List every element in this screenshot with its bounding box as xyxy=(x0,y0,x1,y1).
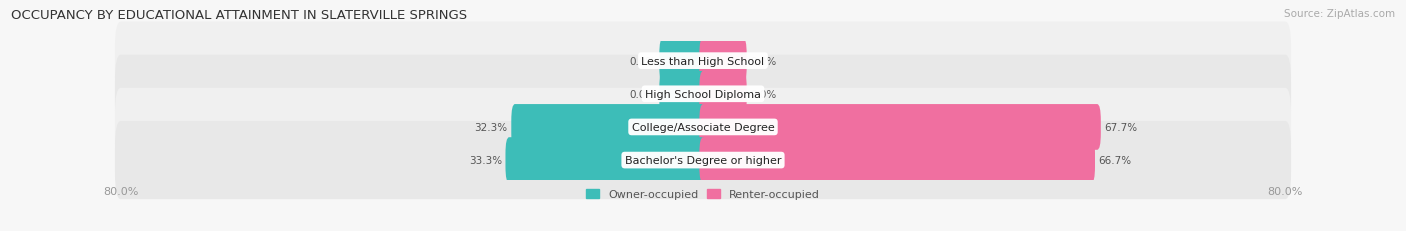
Text: College/Associate Degree: College/Associate Degree xyxy=(631,122,775,132)
FancyBboxPatch shape xyxy=(512,105,707,150)
Text: Less than High School: Less than High School xyxy=(641,56,765,66)
Text: OCCUPANCY BY EDUCATIONAL ATTAINMENT IN SLATERVILLE SPRINGS: OCCUPANCY BY EDUCATIONAL ATTAINMENT IN S… xyxy=(11,9,467,22)
Text: High School Diploma: High School Diploma xyxy=(645,89,761,99)
Text: 0.0%: 0.0% xyxy=(630,56,655,66)
FancyBboxPatch shape xyxy=(699,138,1095,183)
Text: Source: ZipAtlas.com: Source: ZipAtlas.com xyxy=(1284,9,1395,19)
Text: 67.7%: 67.7% xyxy=(1105,122,1137,132)
Text: 0.0%: 0.0% xyxy=(751,89,776,99)
Text: 33.3%: 33.3% xyxy=(468,155,502,165)
Text: 0.0%: 0.0% xyxy=(630,89,655,99)
FancyBboxPatch shape xyxy=(659,72,707,117)
FancyBboxPatch shape xyxy=(699,105,1101,150)
FancyBboxPatch shape xyxy=(115,88,1291,166)
FancyBboxPatch shape xyxy=(115,122,1291,199)
FancyBboxPatch shape xyxy=(506,138,707,183)
FancyBboxPatch shape xyxy=(115,22,1291,100)
FancyBboxPatch shape xyxy=(699,72,747,117)
Text: 0.0%: 0.0% xyxy=(751,56,776,66)
FancyBboxPatch shape xyxy=(659,39,707,84)
FancyBboxPatch shape xyxy=(699,39,747,84)
Legend: Owner-occupied, Renter-occupied: Owner-occupied, Renter-occupied xyxy=(586,189,820,200)
FancyBboxPatch shape xyxy=(115,55,1291,133)
Text: Bachelor's Degree or higher: Bachelor's Degree or higher xyxy=(624,155,782,165)
Text: 32.3%: 32.3% xyxy=(475,122,508,132)
Text: 66.7%: 66.7% xyxy=(1098,155,1132,165)
